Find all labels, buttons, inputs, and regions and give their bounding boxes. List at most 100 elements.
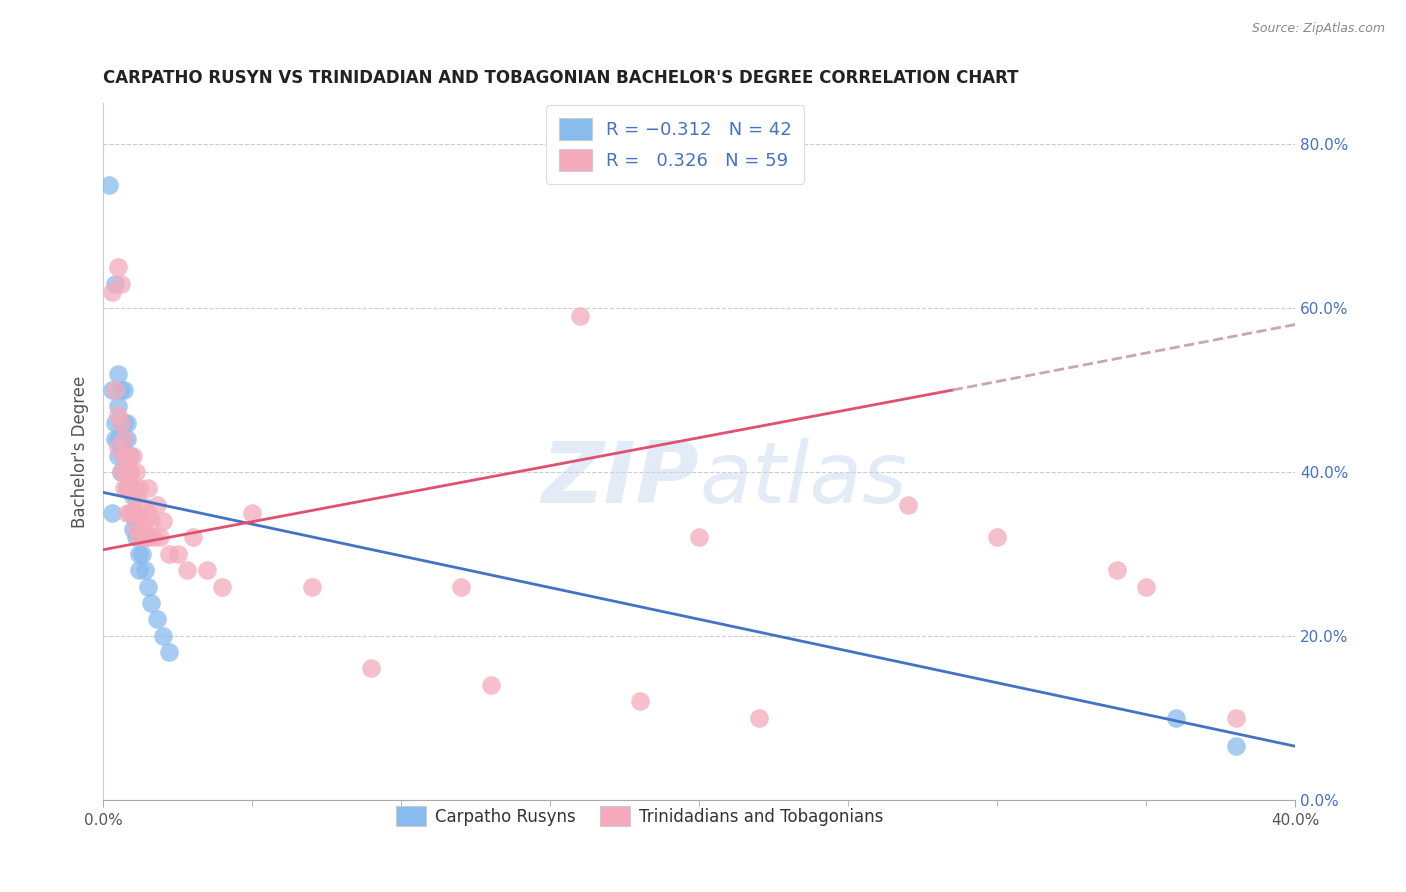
- Text: CARPATHO RUSYN VS TRINIDADIAN AND TOBAGONIAN BACHELOR'S DEGREE CORRELATION CHART: CARPATHO RUSYN VS TRINIDADIAN AND TOBAGO…: [103, 69, 1018, 87]
- Point: [128, 531, 150, 545]
- Point: [131, 498, 153, 512]
- Point: [125, 490, 148, 504]
- Point: [125, 465, 148, 479]
- Point: [110, 383, 132, 397]
- Y-axis label: Bachelor's Degree: Bachelor's Degree: [72, 376, 89, 527]
- Point: [1225, 711, 1247, 725]
- Point: [240, 506, 263, 520]
- Point: [101, 383, 124, 397]
- Point: [110, 416, 132, 430]
- Point: [125, 531, 148, 545]
- Point: [98, 178, 121, 193]
- Point: [110, 441, 132, 455]
- Point: [176, 563, 198, 577]
- Point: [1225, 739, 1247, 754]
- Point: [181, 531, 204, 545]
- Point: [157, 547, 180, 561]
- Point: [139, 514, 162, 528]
- Point: [1166, 711, 1188, 725]
- Point: [107, 408, 129, 422]
- Point: [104, 277, 127, 291]
- Point: [1135, 580, 1157, 594]
- Point: [131, 531, 153, 545]
- Point: [118, 465, 141, 479]
- Point: [360, 661, 382, 675]
- Point: [112, 432, 135, 446]
- Point: [107, 367, 129, 381]
- Point: [628, 694, 651, 708]
- Point: [107, 260, 129, 275]
- Point: [479, 678, 502, 692]
- Point: [139, 596, 162, 610]
- Point: [107, 449, 129, 463]
- Point: [118, 465, 141, 479]
- Point: [688, 531, 710, 545]
- Point: [152, 514, 174, 528]
- Legend: Carpatho Rusyns, Trinidadians and Tobagonians: Carpatho Rusyns, Trinidadians and Tobago…: [389, 799, 890, 833]
- Point: [112, 481, 135, 495]
- Point: [122, 522, 145, 536]
- Point: [748, 711, 770, 725]
- Point: [128, 481, 150, 495]
- Point: [110, 465, 132, 479]
- Point: [149, 531, 172, 545]
- Point: [110, 465, 132, 479]
- Point: [115, 449, 138, 463]
- Point: [118, 481, 141, 495]
- Point: [112, 416, 135, 430]
- Point: [211, 580, 233, 594]
- Point: [122, 506, 145, 520]
- Point: [110, 416, 132, 430]
- Point: [118, 506, 141, 520]
- Point: [118, 481, 141, 495]
- Point: [136, 506, 159, 520]
- Point: [131, 547, 153, 561]
- Point: [125, 514, 148, 528]
- Text: Source: ZipAtlas.com: Source: ZipAtlas.com: [1251, 22, 1385, 36]
- Point: [125, 522, 148, 536]
- Point: [110, 277, 132, 291]
- Point: [104, 432, 127, 446]
- Point: [131, 522, 153, 536]
- Point: [112, 449, 135, 463]
- Point: [146, 612, 169, 626]
- Point: [197, 563, 219, 577]
- Point: [136, 531, 159, 545]
- Point: [128, 563, 150, 577]
- Point: [122, 490, 145, 504]
- Point: [986, 531, 1008, 545]
- Point: [115, 465, 138, 479]
- Point: [136, 481, 159, 495]
- Point: [136, 580, 159, 594]
- Point: [897, 498, 920, 512]
- Point: [146, 498, 169, 512]
- Point: [118, 449, 141, 463]
- Point: [115, 481, 138, 495]
- Point: [450, 580, 472, 594]
- Point: [115, 432, 138, 446]
- Point: [107, 400, 129, 414]
- Point: [115, 465, 138, 479]
- Point: [157, 645, 180, 659]
- Point: [301, 580, 323, 594]
- Point: [128, 506, 150, 520]
- Point: [101, 506, 124, 520]
- Point: [112, 449, 135, 463]
- Point: [134, 514, 156, 528]
- Point: [104, 383, 127, 397]
- Point: [115, 416, 138, 430]
- Point: [166, 547, 188, 561]
- Text: atlas: atlas: [699, 438, 907, 521]
- Point: [104, 416, 127, 430]
- Point: [101, 285, 124, 299]
- Point: [115, 506, 138, 520]
- Point: [115, 481, 138, 495]
- Point: [128, 547, 150, 561]
- Text: ZIP: ZIP: [541, 438, 699, 521]
- Point: [569, 310, 592, 324]
- Point: [134, 531, 156, 545]
- Point: [122, 481, 145, 495]
- Point: [134, 563, 156, 577]
- Point: [112, 383, 135, 397]
- Point: [1105, 563, 1128, 577]
